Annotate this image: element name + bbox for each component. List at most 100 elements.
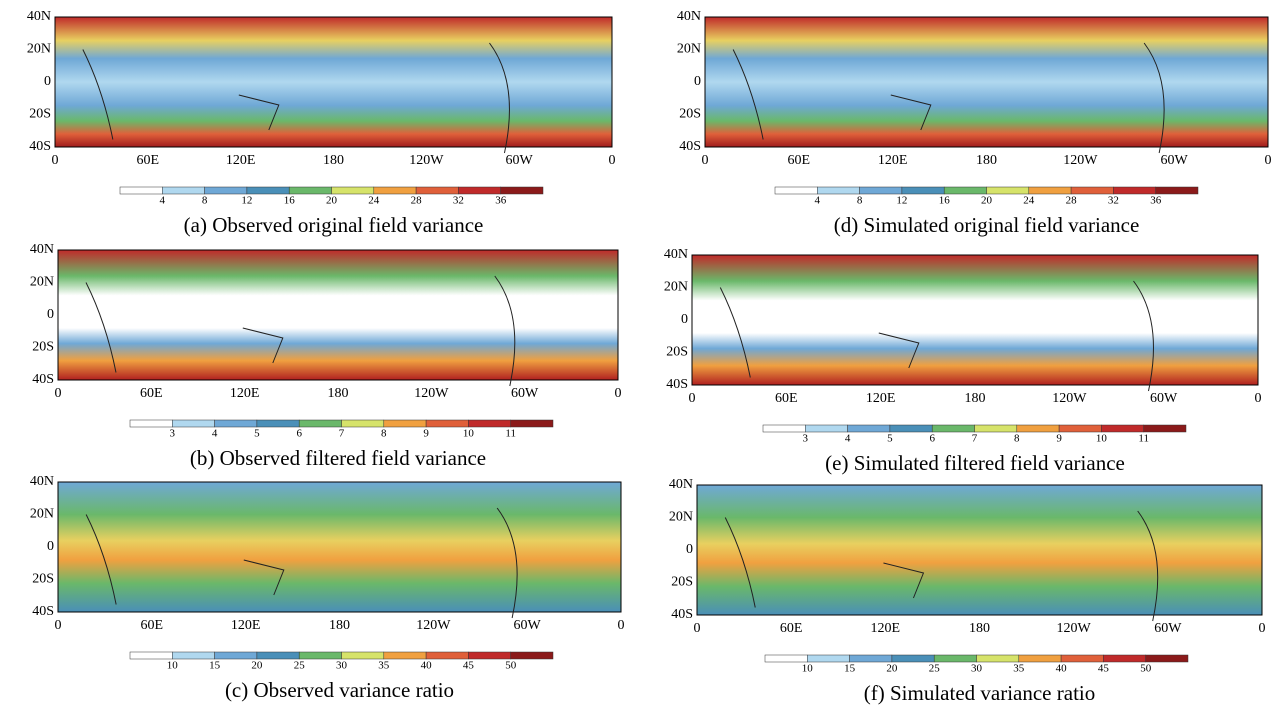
lon-label: 120E <box>871 621 901 636</box>
colorbar-label: 8 <box>202 195 208 207</box>
colorbar-segment <box>986 186 1030 195</box>
colorbar-segment <box>889 424 933 433</box>
colorbar-segment <box>976 654 1020 663</box>
lat-label: 40S <box>32 604 54 619</box>
lon-label: 0 <box>618 618 625 633</box>
colorbar-segment <box>807 654 850 663</box>
colorbar-label: 9 <box>423 428 429 440</box>
colorbar-segment <box>172 419 215 428</box>
colorbar-label: 12 <box>241 195 252 207</box>
colorbar-label: 10 <box>802 663 814 675</box>
lon-label: 180 <box>965 391 986 406</box>
lon-label: 0 <box>615 386 622 401</box>
lon-label: 60E <box>140 386 163 401</box>
colorbar-label: 5 <box>887 433 893 445</box>
colorbar-segment <box>1070 186 1114 195</box>
lon-label: 60W <box>1161 153 1189 168</box>
colorbar-segment <box>129 419 173 428</box>
colorbar-label: 28 <box>411 195 423 207</box>
colorbar-segment <box>847 424 891 433</box>
colorbar-segment <box>933 654 977 663</box>
lon-label: 0 <box>702 153 709 168</box>
lon-label: 60W <box>1154 621 1182 636</box>
lon-label: 0 <box>52 153 59 168</box>
colorbar-segment <box>331 186 375 195</box>
lat-label: 0 <box>44 74 51 89</box>
colorbar-segment <box>415 186 459 195</box>
colorbar-segment <box>214 419 258 428</box>
coastline <box>732 42 1165 154</box>
colorbar-segment <box>859 186 903 195</box>
lon-label: 60E <box>141 618 164 633</box>
lon-label: 60W <box>506 153 534 168</box>
colorbar-label: 24 <box>1023 195 1035 207</box>
colorbar-segment <box>849 654 893 663</box>
colorbar-label: 12 <box>896 195 907 207</box>
colorbar-label: 24 <box>368 195 380 207</box>
colorbar-segment <box>373 186 417 195</box>
colorbar-segment <box>943 186 987 195</box>
colorbar-segment <box>764 654 808 663</box>
colorbar-label: 28 <box>1066 195 1078 207</box>
lon-label: 120E <box>226 153 256 168</box>
lon-label: 120W <box>409 153 444 168</box>
lat-label: 40N <box>664 247 688 262</box>
colorbar-segment <box>500 186 544 195</box>
colorbar-label: 32 <box>1108 195 1119 207</box>
lon-label: 120E <box>231 618 261 633</box>
coastline <box>719 280 1154 392</box>
lon-label: 60W <box>1150 391 1178 406</box>
colorbar-segment <box>1155 186 1199 195</box>
coastline <box>724 510 1159 622</box>
colorbar-segment <box>1028 186 1072 195</box>
map-field <box>57 481 622 613</box>
colorbar-label: 9 <box>1056 433 1062 445</box>
lon-label: 180 <box>328 386 349 401</box>
colorbar-label: 20 <box>981 195 993 207</box>
lon-label: 0 <box>1255 391 1262 406</box>
coastline <box>85 507 518 619</box>
colorbar-segment <box>468 419 511 428</box>
lon-label: 120W <box>1052 391 1087 406</box>
colorbar-segment <box>298 419 342 428</box>
lat-label: 20S <box>32 340 54 355</box>
colorbar-segment <box>774 186 818 195</box>
lat-label: 40N <box>677 9 701 24</box>
lon-label: 120W <box>416 618 451 633</box>
lat-label: 40N <box>27 9 51 24</box>
lon-label: 180 <box>976 153 997 168</box>
lon-label: 0 <box>694 621 701 636</box>
colorbar-label: 10 <box>463 428 475 440</box>
colorbar-segment <box>1060 654 1104 663</box>
lon-label: 0 <box>55 386 62 401</box>
lon-label: 60W <box>514 618 542 633</box>
colorbar-segment <box>1113 186 1156 195</box>
lat-label: 20N <box>669 510 693 525</box>
panel-caption: (b) Observed filtered field variance <box>190 446 486 470</box>
colorbar-label: 8 <box>857 195 863 207</box>
colorbar-label: 4 <box>845 433 851 445</box>
colorbar-label: 35 <box>378 660 390 672</box>
colorbar-label: 11 <box>1138 433 1149 445</box>
lon-label: 0 <box>609 153 616 168</box>
colorbar-segment <box>1058 424 1102 433</box>
colorbar-segment <box>425 651 469 660</box>
colorbar-label: 6 <box>296 428 302 440</box>
colorbar-label: 50 <box>1140 663 1152 675</box>
colorbar-label: 8 <box>1014 433 1020 445</box>
lat-label: 0 <box>681 312 688 327</box>
colorbar-label: 4 <box>160 195 166 207</box>
lon-label: 120W <box>414 386 449 401</box>
colorbar-label: 40 <box>1056 663 1068 675</box>
colorbar-label: 4 <box>212 428 218 440</box>
lon-label: 60W <box>511 386 539 401</box>
colorbar-segment <box>762 424 806 433</box>
colorbar-segment <box>288 186 332 195</box>
colorbar-segment <box>256 419 300 428</box>
lat-label: 0 <box>686 542 693 557</box>
map-field <box>691 254 1259 386</box>
lat-label: 40S <box>679 139 701 154</box>
colorbar-segment <box>383 419 427 428</box>
colorbar-segment <box>817 186 860 195</box>
